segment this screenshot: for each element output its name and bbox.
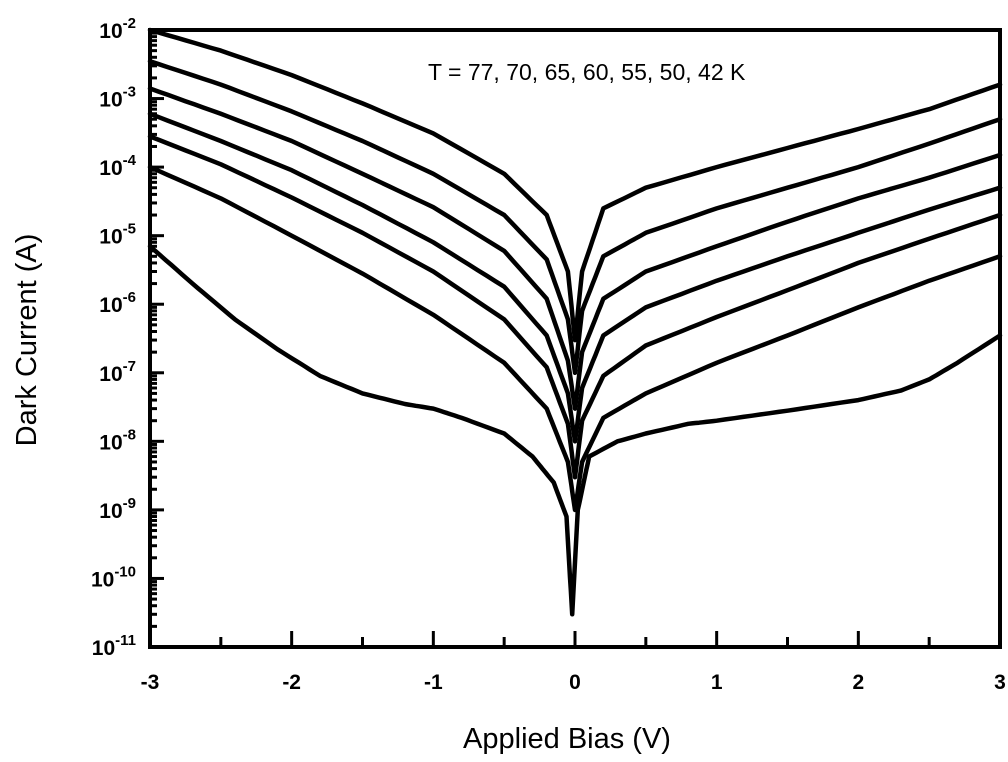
x-tick-label: -2 <box>282 671 301 694</box>
temperature-annotation: T = 77, 70, 65, 60, 55, 50, 42 K <box>428 59 746 85</box>
ticks-layer <box>148 28 1002 649</box>
y-tick-label: 10-11 <box>92 632 136 660</box>
y-tick-label: 10-6 <box>99 289 136 317</box>
x-tick-label: 3 <box>994 671 1006 694</box>
series-line-7 <box>147 244 1003 617</box>
x-tick-label: -3 <box>141 671 160 694</box>
y-tick-label: 10-3 <box>99 84 136 112</box>
y-tick-label: 10-9 <box>99 495 136 523</box>
x-tick-label: 0 <box>569 671 581 694</box>
y-tick-label: 10-10 <box>91 563 136 591</box>
tick-labels-layer: -3 -2 -1 0 1 2 3 10-2 10-3 10-4 10-5 10-6 10-7 10-8 10… <box>91 15 1006 694</box>
series-line-6 <box>147 164 1003 513</box>
series-line-5 <box>147 134 1003 480</box>
y-tick-label: 10-8 <box>99 426 136 454</box>
series-line-4 <box>147 111 1003 444</box>
y-tick-label: 10-5 <box>99 221 136 249</box>
series-line-1 <box>147 27 1003 343</box>
y-tick-label: 10-7 <box>99 358 136 386</box>
curves-layer <box>147 27 1003 617</box>
x-tick-label: -1 <box>424 671 443 694</box>
x-tick-label: 2 <box>852 671 864 694</box>
series-line-3 <box>147 86 1003 411</box>
x-tick-label: 1 <box>711 671 723 694</box>
y-tick-label: 10-4 <box>99 152 136 180</box>
y-axis-label: Dark Current (A) <box>11 234 43 447</box>
y-tick-label: 10-2 <box>99 15 136 43</box>
x-axis-label: Applied Bias (V) <box>463 723 671 755</box>
series-line-2 <box>147 59 1003 376</box>
